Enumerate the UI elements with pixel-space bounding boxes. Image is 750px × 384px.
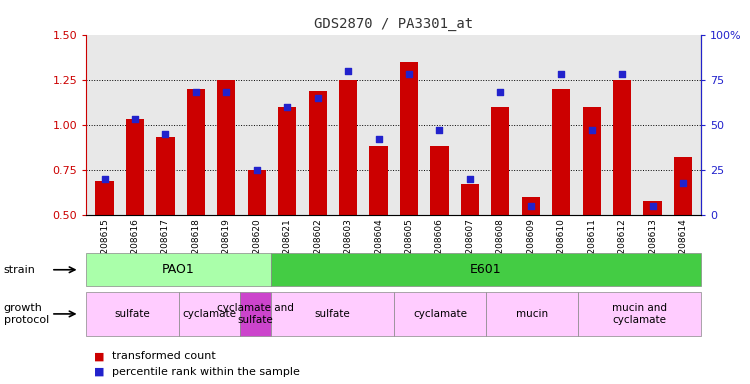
Bar (521, 197, 540, 305)
Bar (578, 292, 701, 336)
Point (373, 136, 385, 142)
Point (403, 71, 415, 77)
Bar (217, 80, 236, 305)
Point (342, 68, 354, 74)
Point (98, 176, 110, 182)
Bar (430, 146, 448, 305)
Point (494, 89, 506, 95)
Text: cyclamate: cyclamate (413, 309, 466, 319)
Text: percentile rank within the sample: percentile rank within the sample (112, 367, 300, 377)
Point (312, 95, 324, 101)
Text: cyclamate: cyclamate (182, 309, 236, 319)
Bar (491, 107, 509, 305)
Bar (178, 292, 240, 336)
Text: GDS2870 / PA3301_at: GDS2870 / PA3301_at (314, 17, 473, 31)
Text: E601: E601 (470, 263, 502, 276)
Text: ■: ■ (94, 367, 108, 377)
Point (190, 89, 202, 95)
Bar (187, 89, 205, 305)
Bar (400, 62, 418, 305)
Bar (552, 89, 570, 305)
Bar (240, 292, 271, 336)
Bar (271, 292, 394, 336)
Bar (95, 181, 114, 305)
Text: cyclamate and
sulfate: cyclamate and sulfate (217, 303, 294, 325)
Point (677, 179, 689, 185)
Bar (86, 253, 271, 286)
Point (646, 203, 658, 209)
Bar (370, 146, 388, 305)
Point (555, 71, 567, 77)
Point (129, 116, 141, 122)
Text: ■: ■ (94, 351, 108, 361)
Text: sulfate: sulfate (115, 309, 150, 319)
Text: sulfate: sulfate (314, 309, 350, 319)
Bar (674, 157, 692, 305)
Point (464, 176, 476, 182)
Text: transformed count: transformed count (112, 351, 216, 361)
Bar (278, 107, 296, 305)
Text: strain: strain (4, 265, 36, 275)
Bar (460, 184, 479, 305)
Point (433, 127, 445, 133)
Bar (271, 253, 701, 286)
Point (251, 167, 262, 173)
Bar (86, 292, 178, 336)
Bar (126, 119, 144, 305)
Bar (156, 137, 175, 305)
Bar (583, 107, 601, 305)
Bar (248, 170, 266, 305)
Bar (486, 292, 578, 336)
Point (616, 71, 628, 77)
Point (220, 89, 232, 95)
Point (525, 203, 537, 209)
Bar (339, 80, 357, 305)
Bar (308, 91, 327, 305)
Text: growth
protocol: growth protocol (4, 303, 49, 325)
Text: mucin: mucin (516, 309, 548, 319)
Point (281, 104, 293, 110)
Text: mucin and
cyclamate: mucin and cyclamate (612, 303, 668, 325)
Point (160, 131, 172, 137)
Bar (644, 200, 662, 305)
Text: PAO1: PAO1 (162, 263, 195, 276)
Point (586, 127, 598, 133)
Bar (394, 292, 486, 336)
Bar (613, 80, 632, 305)
